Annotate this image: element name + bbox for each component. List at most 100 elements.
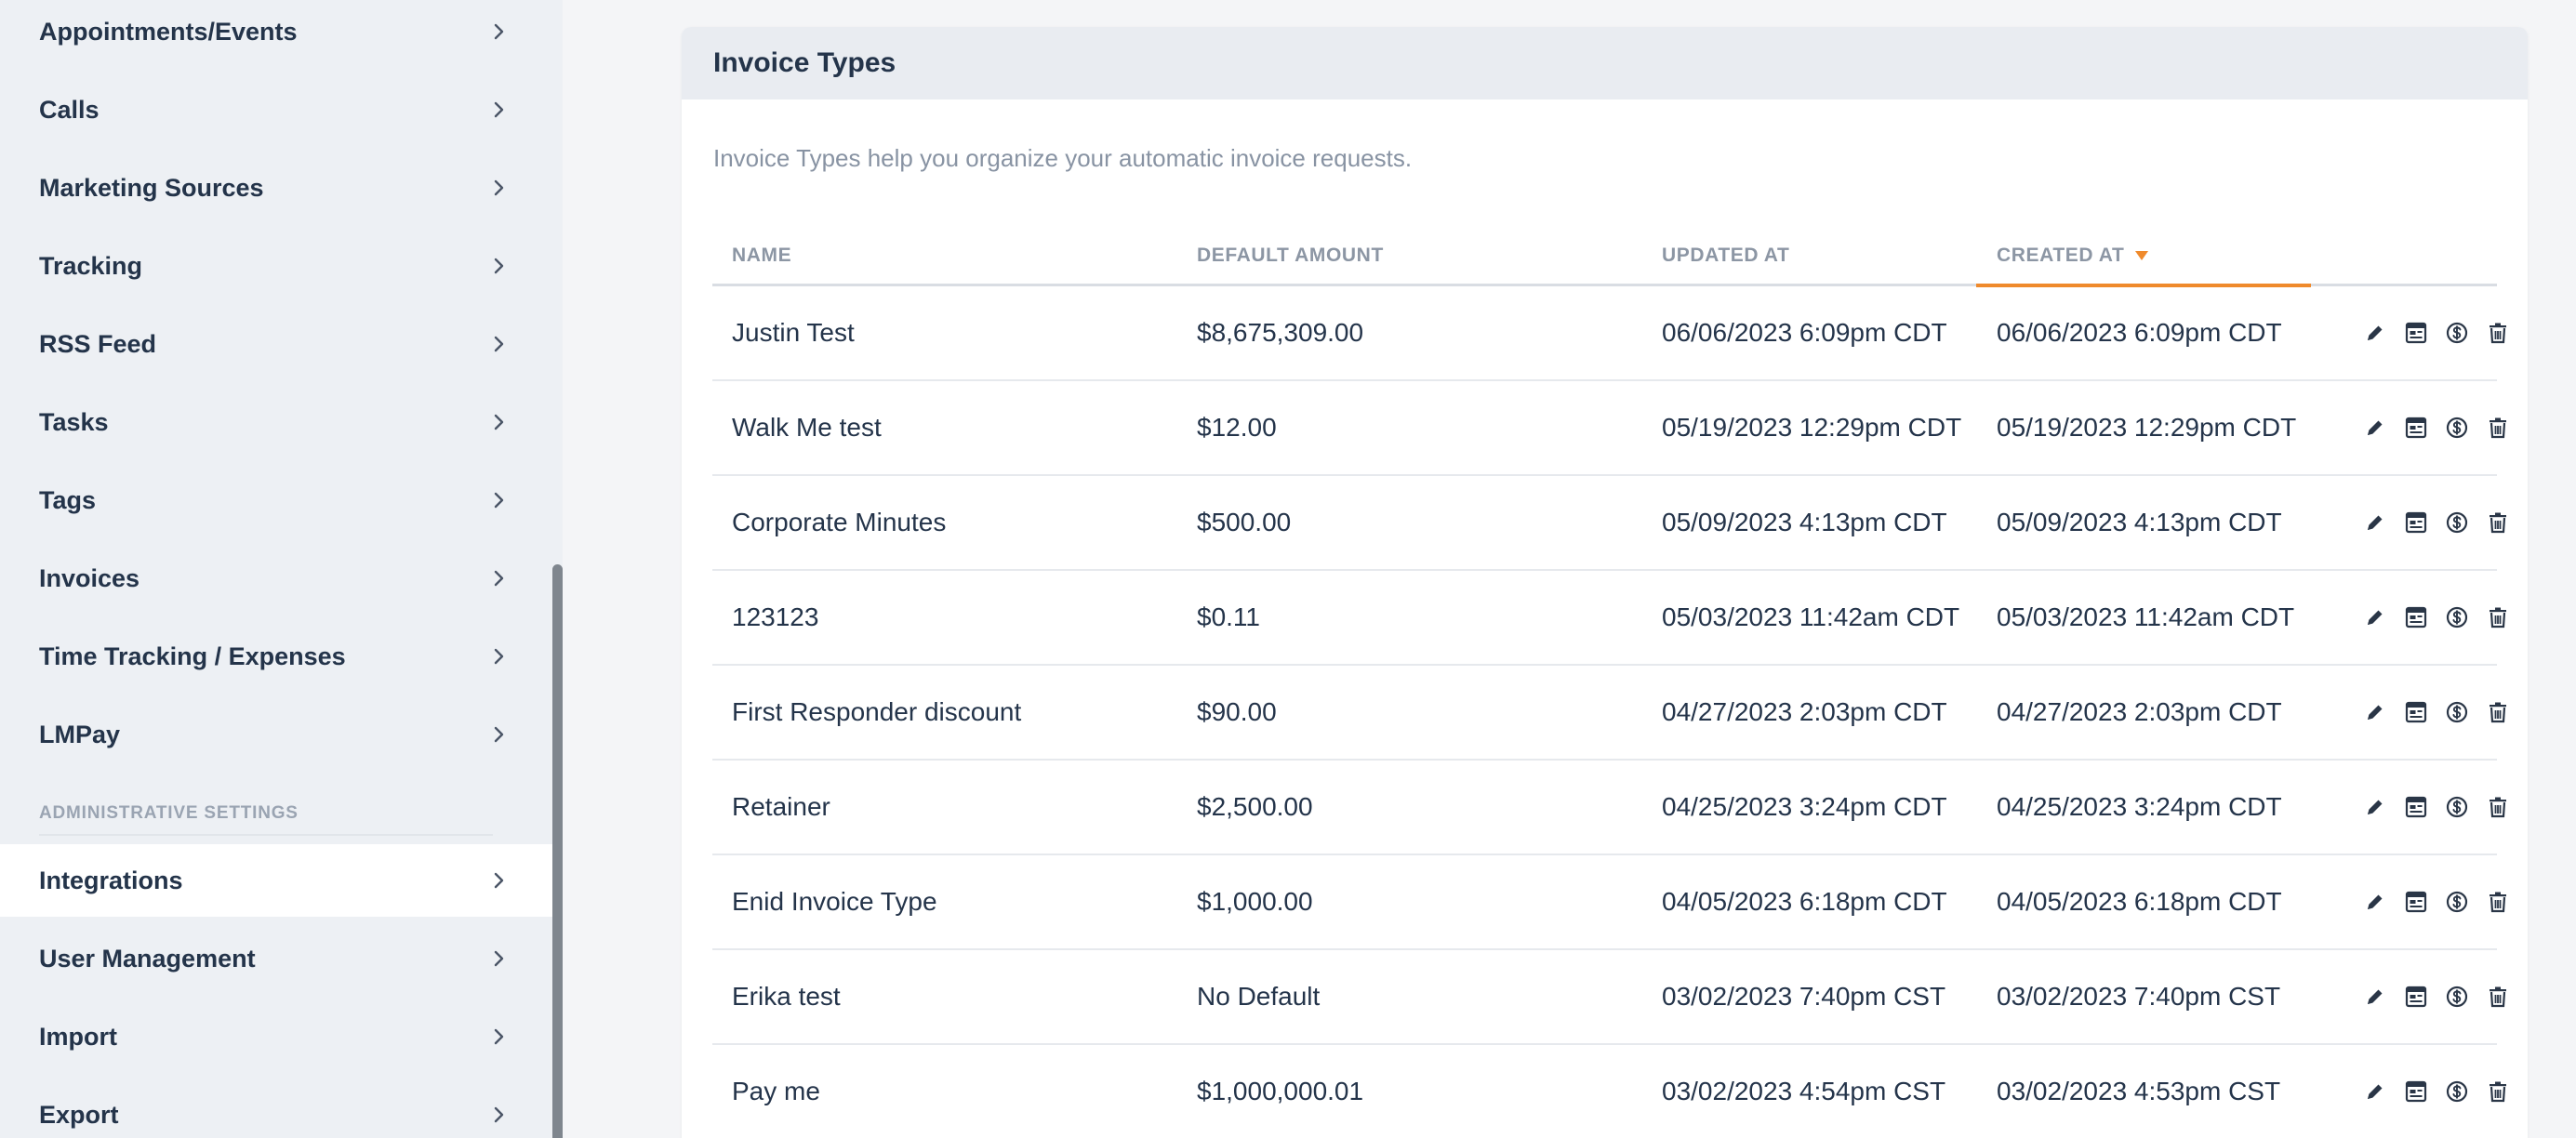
sidebar-item-tracking[interactable]: Tracking (0, 230, 552, 302)
column-header-name[interactable]: NAME (732, 245, 791, 267)
edit-button[interactable] (2361, 319, 2389, 347)
template-button[interactable] (2402, 888, 2430, 916)
chevron-right-icon (487, 410, 511, 434)
column-header-default-amount[interactable]: DEFAULT AMOUNT (1197, 245, 1384, 267)
sidebar-item-appointments-events[interactable]: Appointments/Events (0, 0, 552, 68)
template-button[interactable] (2402, 414, 2430, 442)
delete-button[interactable] (2484, 983, 2512, 1011)
sidebar-item-calls[interactable]: Calls (0, 73, 552, 146)
cell-created-at: 03/02/2023 7:40pm CST (1997, 982, 2281, 1011)
sidebar-item-time-tracking-expenses[interactable]: Time Tracking / Expenses (0, 620, 552, 693)
sidebar-item-marketing-sources[interactable]: Marketing Sources (0, 152, 552, 224)
sidebar-item-import[interactable]: Import (0, 1000, 552, 1073)
edit-icon (2364, 606, 2386, 629)
chevron-right-icon (487, 98, 511, 122)
cell-name: Enid Invoice Type (732, 887, 937, 916)
delete-button[interactable] (2484, 509, 2512, 536)
cell-updated-at: 03/02/2023 7:40pm CST (1662, 982, 1946, 1011)
table-row: Enid Invoice Type $1,000.00 04/05/2023 6:1… (712, 855, 2506, 950)
chevron-right-icon (487, 946, 511, 971)
template-button[interactable] (2402, 509, 2430, 536)
cell-created-at: 05/03/2023 11:42am CDT (1997, 602, 2295, 631)
dollar-icon (2445, 1079, 2469, 1104)
row-actions (2361, 286, 2512, 379)
invoice-types-table: NAME DEFAULT AMOUNT UPDATED AT CREATED A… (712, 217, 2506, 1138)
sidebar-item-label: Export (39, 1100, 119, 1129)
request-payment-button[interactable] (2443, 319, 2471, 347)
delete-button[interactable] (2484, 1078, 2512, 1105)
table-row: 123123 $0.11 05/03/2023 11:42am CDT 05/03/2… (712, 571, 2506, 666)
template-button[interactable] (2402, 793, 2430, 821)
sidebar-item-lmpay[interactable]: LMPay (0, 698, 552, 771)
request-payment-button[interactable] (2443, 603, 2471, 631)
delete-button[interactable] (2484, 603, 2512, 631)
edit-button[interactable] (2361, 698, 2389, 726)
sorted-column-indicator (1976, 284, 2311, 287)
cell-name: Erika test (732, 982, 841, 1011)
sidebar-item-tags[interactable]: Tags (0, 464, 552, 536)
column-header-updated-at[interactable]: UPDATED AT (1662, 245, 1789, 267)
edit-button[interactable] (2361, 603, 2389, 631)
edit-icon (2364, 891, 2386, 913)
cell-updated-at: 04/27/2023 2:03pm CDT (1662, 697, 1947, 726)
edit-button[interactable] (2361, 983, 2389, 1011)
sidebar-item-user-management[interactable]: User Management (0, 922, 552, 995)
request-payment-button[interactable] (2443, 793, 2471, 821)
template-button[interactable] (2402, 319, 2430, 347)
cell-created-at: 05/19/2023 12:29pm CDT (1997, 413, 2297, 442)
dollar-icon (2445, 985, 2469, 1009)
request-payment-button[interactable] (2443, 698, 2471, 726)
template-button[interactable] (2402, 983, 2430, 1011)
sidebar-item-tasks[interactable]: Tasks (0, 386, 552, 458)
sidebar-item-label: LMPay (39, 720, 121, 748)
sidebar-item-rss-feed[interactable]: RSS Feed (0, 308, 552, 380)
request-payment-button[interactable] (2443, 888, 2471, 916)
delete-button[interactable] (2484, 793, 2512, 821)
sidebar-item-label: RSS Feed (39, 329, 157, 358)
dollar-icon (2445, 510, 2469, 535)
invoice-template-icon (2404, 1079, 2428, 1104)
sidebar-item-export[interactable]: Export (0, 1078, 552, 1138)
edit-button[interactable] (2361, 793, 2389, 821)
delete-button[interactable] (2484, 414, 2512, 442)
cell-default-amount: $8,675,309.00 (1197, 318, 1364, 347)
request-payment-button[interactable] (2443, 1078, 2471, 1105)
edit-icon (2364, 511, 2386, 534)
column-header-updated-at-label: UPDATED AT (1662, 245, 1790, 266)
column-header-created-at[interactable]: CREATED AT (1997, 245, 2149, 267)
edit-icon (2364, 417, 2386, 439)
edit-button[interactable] (2361, 414, 2389, 442)
sidebar-item-label: Time Tracking / Expenses (39, 642, 346, 670)
delete-button[interactable] (2484, 888, 2512, 916)
request-payment-button[interactable] (2443, 414, 2471, 442)
cell-name: 123123 (732, 602, 819, 631)
sidebar-scrollbar-thumb[interactable] (552, 564, 563, 1138)
template-button[interactable] (2402, 603, 2430, 631)
delete-button[interactable] (2484, 319, 2512, 347)
edit-button[interactable] (2361, 509, 2389, 536)
request-payment-button[interactable] (2443, 983, 2471, 1011)
dollar-icon (2445, 321, 2469, 345)
edit-button[interactable] (2361, 888, 2389, 916)
delete-button[interactable] (2484, 698, 2512, 726)
edit-button[interactable] (2361, 1078, 2389, 1105)
chevron-right-icon (487, 254, 511, 278)
card-title: Invoice Types (713, 47, 896, 78)
dollar-icon (2445, 700, 2469, 724)
table-header: NAME DEFAULT AMOUNT UPDATED AT CREATED A… (712, 217, 2497, 287)
column-header-default-amount-label: DEFAULT AMOUNT (1197, 245, 1384, 266)
section-label-administrative-settings: ADMINISTRATIVE SETTINGS (39, 803, 299, 823)
request-payment-button[interactable] (2443, 509, 2471, 536)
template-button[interactable] (2402, 1078, 2430, 1105)
row-actions (2361, 1045, 2512, 1138)
row-actions (2361, 571, 2512, 664)
edit-icon (2364, 1080, 2386, 1103)
settings-sidebar: Appointments/Events Calls Marketing Source… (0, 0, 563, 1138)
sidebar-item-label: Calls (39, 95, 100, 124)
chevron-right-icon (487, 176, 511, 200)
cell-default-amount: $12.00 (1197, 413, 1277, 442)
sidebar-item-integrations[interactable]: Integrations (0, 844, 552, 917)
template-button[interactable] (2402, 698, 2430, 726)
sidebar-item-invoices[interactable]: Invoices (0, 542, 552, 615)
invoice-template-icon (2404, 416, 2428, 440)
